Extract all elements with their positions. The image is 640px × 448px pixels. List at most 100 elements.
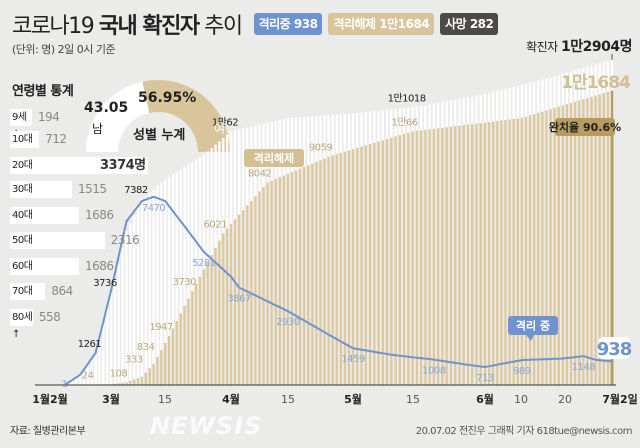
released-bar (160, 349, 163, 385)
isolation-data-label: 5281 (192, 258, 216, 269)
released-bar (274, 178, 277, 385)
released-bar (258, 191, 261, 385)
subtitle: (단위: 명) 2일 0시 기준 (12, 43, 116, 56)
watermark-logo: NEWSIS (150, 412, 263, 440)
released-bar (512, 118, 515, 386)
released-bar (508, 119, 511, 385)
released-bar (198, 276, 202, 385)
confirmed-bar (167, 176, 171, 385)
isolation-data-label: 713 (476, 373, 494, 384)
released-bar (237, 214, 241, 385)
released-bar (377, 141, 380, 385)
released-bar (202, 269, 206, 385)
isolation-data-label: 2930 (276, 317, 300, 328)
released-bar (242, 210, 245, 385)
confirmed-data-label: 1261 (78, 339, 102, 350)
released-bar (214, 247, 217, 385)
isolation-data-label: 1459 (341, 354, 365, 365)
released-bar (303, 166, 306, 385)
badge-pointer (526, 335, 534, 341)
released-bar (163, 342, 167, 385)
released-bar (415, 130, 419, 385)
age-value: 1686 (84, 208, 114, 222)
confirmed-bar (82, 369, 86, 385)
released-bar (206, 262, 209, 385)
released-bar (343, 151, 347, 385)
confirmed-bar (109, 292, 113, 385)
released-bar (179, 313, 182, 385)
released-final-value: 1만1684 (561, 73, 631, 93)
released-data-label: 6021 (204, 219, 228, 230)
released-bar (565, 104, 569, 385)
released-bar (606, 91, 610, 385)
confirmed-data-label: 1만62 (212, 116, 238, 128)
released-bar (398, 135, 402, 385)
header-row: 코로나19 국내 확진자 추이 격리중 938 격리해제 1만1684 사망 2… (12, 8, 499, 40)
released-bar (483, 122, 487, 386)
isolation-final-value: 938 (597, 339, 632, 360)
released-bar (466, 124, 470, 385)
released-bar (424, 129, 427, 385)
released-bar (339, 152, 342, 385)
confirmed-bar (183, 167, 186, 385)
x-tick-label: 10 (514, 393, 528, 406)
x-tick-label: 15 (406, 393, 420, 406)
age-bar: 10대 (10, 131, 40, 148)
confirmed-bar (152, 189, 155, 385)
released-data-label: 9059 (309, 143, 333, 154)
confirmed-data-label: 3736 (93, 278, 117, 289)
released-bar (381, 140, 385, 385)
released-bar (360, 146, 363, 385)
released-bar (229, 224, 233, 385)
released-bar (471, 124, 474, 386)
confirmed-bar (86, 364, 89, 385)
isolation-series-badge (508, 316, 558, 335)
isolation-data-label: 1 (62, 379, 68, 390)
released-data-label: 8042 (248, 168, 272, 179)
age-value: 194 (38, 110, 60, 124)
x-tick-label: 20 (558, 393, 572, 406)
released-bar (210, 254, 213, 385)
released-bar (390, 137, 393, 385)
confirmed-bar (74, 375, 78, 385)
isolation-data-label: 7470 (142, 203, 166, 214)
released-bar (278, 177, 281, 385)
released-bar (254, 196, 257, 385)
confirmed-bar (121, 247, 124, 385)
isolation-data-label: 989 (513, 366, 531, 377)
isolation-data-label: 3867 (227, 294, 251, 305)
confirmed-bar (90, 358, 93, 385)
released-bar (407, 132, 410, 385)
released-bar (225, 228, 229, 385)
released-bar (323, 158, 326, 385)
released-bar (385, 138, 389, 385)
released-bar (520, 117, 524, 385)
age-value: 3374명 (100, 158, 146, 173)
released-bar (262, 186, 265, 385)
isolation-final-bg (598, 337, 630, 359)
released-bar (549, 109, 552, 385)
credit: 20.07.02 전진우 그래픽 기자 618tue@newsis.com (415, 426, 633, 437)
age-bar: 9세↓ (10, 109, 32, 140)
released-bar (183, 305, 186, 385)
source: 자료: 질병관리본부 (10, 426, 86, 437)
released-data-label: 3730 (173, 277, 197, 288)
released-bar (125, 382, 128, 385)
released-bar (411, 131, 414, 385)
released-bar (290, 172, 294, 385)
x-tick-label: 7월2일 (602, 392, 638, 406)
released-bar (428, 129, 431, 385)
released-bar (129, 380, 132, 385)
released-bar (582, 99, 585, 385)
released-data-label: 1만66 (391, 116, 417, 128)
confirmed-bar (163, 179, 167, 385)
released-bar (524, 116, 528, 385)
x-tick-label: 15 (281, 393, 295, 406)
released-bar (598, 94, 601, 386)
released-bar (327, 156, 330, 385)
released-bar (152, 363, 155, 385)
released-data-label: 108 (110, 368, 128, 379)
age-value: 558 (38, 310, 61, 324)
released-bar (432, 128, 436, 385)
